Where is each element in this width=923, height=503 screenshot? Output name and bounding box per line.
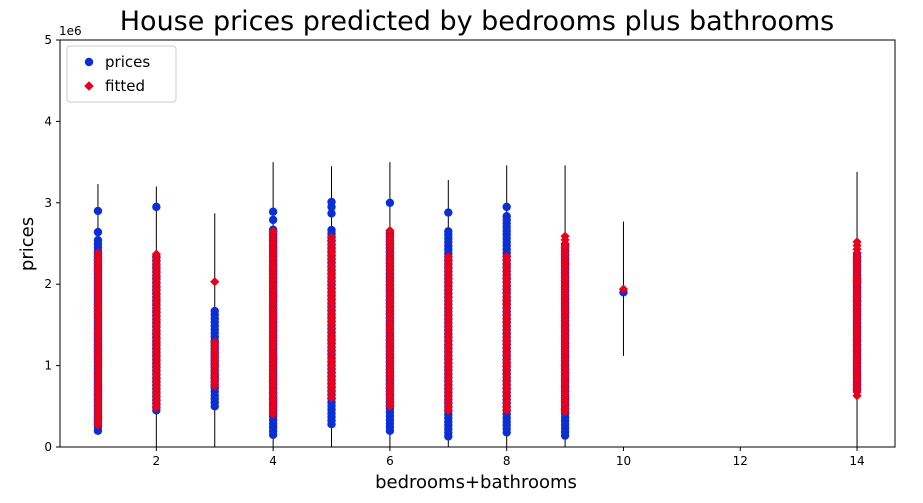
prices-point: [444, 208, 453, 217]
fitted-point: [618, 284, 629, 294]
legend-box: [66, 45, 177, 103]
y-tick-label: 3: [44, 196, 52, 210]
y-tick-label: 2: [44, 277, 52, 291]
fitted-point: [385, 225, 395, 236]
y-tick-label: 1: [44, 359, 52, 373]
prices-point: [327, 197, 336, 207]
y-tick-label: 0: [44, 440, 52, 454]
prices-point: [210, 306, 219, 316]
fitted-point: [502, 251, 512, 262]
chart-title: House prices predicted by bedrooms plus …: [120, 6, 835, 37]
x-tick-label: 2: [153, 454, 161, 468]
prices-point: [327, 225, 336, 235]
prices-point: [385, 198, 395, 207]
x-tick-label: 6: [386, 454, 394, 468]
prices-point: [152, 202, 161, 212]
x-tick-label: 4: [269, 454, 277, 468]
fitted-point: [268, 226, 278, 236]
fitted-point: [151, 249, 161, 259]
x-tick-label: 12: [733, 454, 748, 468]
fitted-point: [560, 231, 570, 241]
fitted-point: [852, 275, 862, 285]
y-offset-label: 1e6: [59, 24, 82, 38]
prices-point: [444, 227, 453, 236]
prices-point: [502, 212, 511, 221]
x-tick-label: 8: [503, 454, 511, 468]
fitted-point: [210, 337, 220, 347]
prices-point: [93, 227, 103, 237]
y-tick-label: 5: [44, 33, 52, 47]
legend-prices-marker: [84, 57, 94, 67]
prices-point: [502, 202, 511, 212]
prices-point: [93, 206, 103, 216]
fitted-point: [210, 277, 220, 287]
legend: prices fitted: [66, 45, 177, 103]
y-tick-label: 4: [44, 114, 52, 128]
prices-point: [327, 209, 336, 218]
plot-area: [93, 162, 862, 447]
fitted-point: [443, 251, 453, 262]
x-tick-label: 10: [616, 454, 631, 468]
fitted-point: [93, 248, 103, 258]
fitted-point: [326, 232, 337, 242]
fitted-point: [852, 237, 862, 247]
legend-prices-label: prices: [105, 53, 150, 71]
legend-fitted-label: fitted: [105, 77, 145, 95]
y-axis-label: prices: [17, 217, 38, 271]
x-tick-label: 14: [849, 454, 864, 468]
legend-fitted-marker: [84, 81, 94, 91]
x-axis-label: bedrooms+bathrooms: [375, 472, 577, 493]
prices-point: [268, 207, 278, 216]
prices-point: [268, 215, 278, 225]
fitted-point: [852, 295, 862, 306]
prices-point: [93, 236, 103, 245]
plot-frame: [59, 39, 896, 448]
